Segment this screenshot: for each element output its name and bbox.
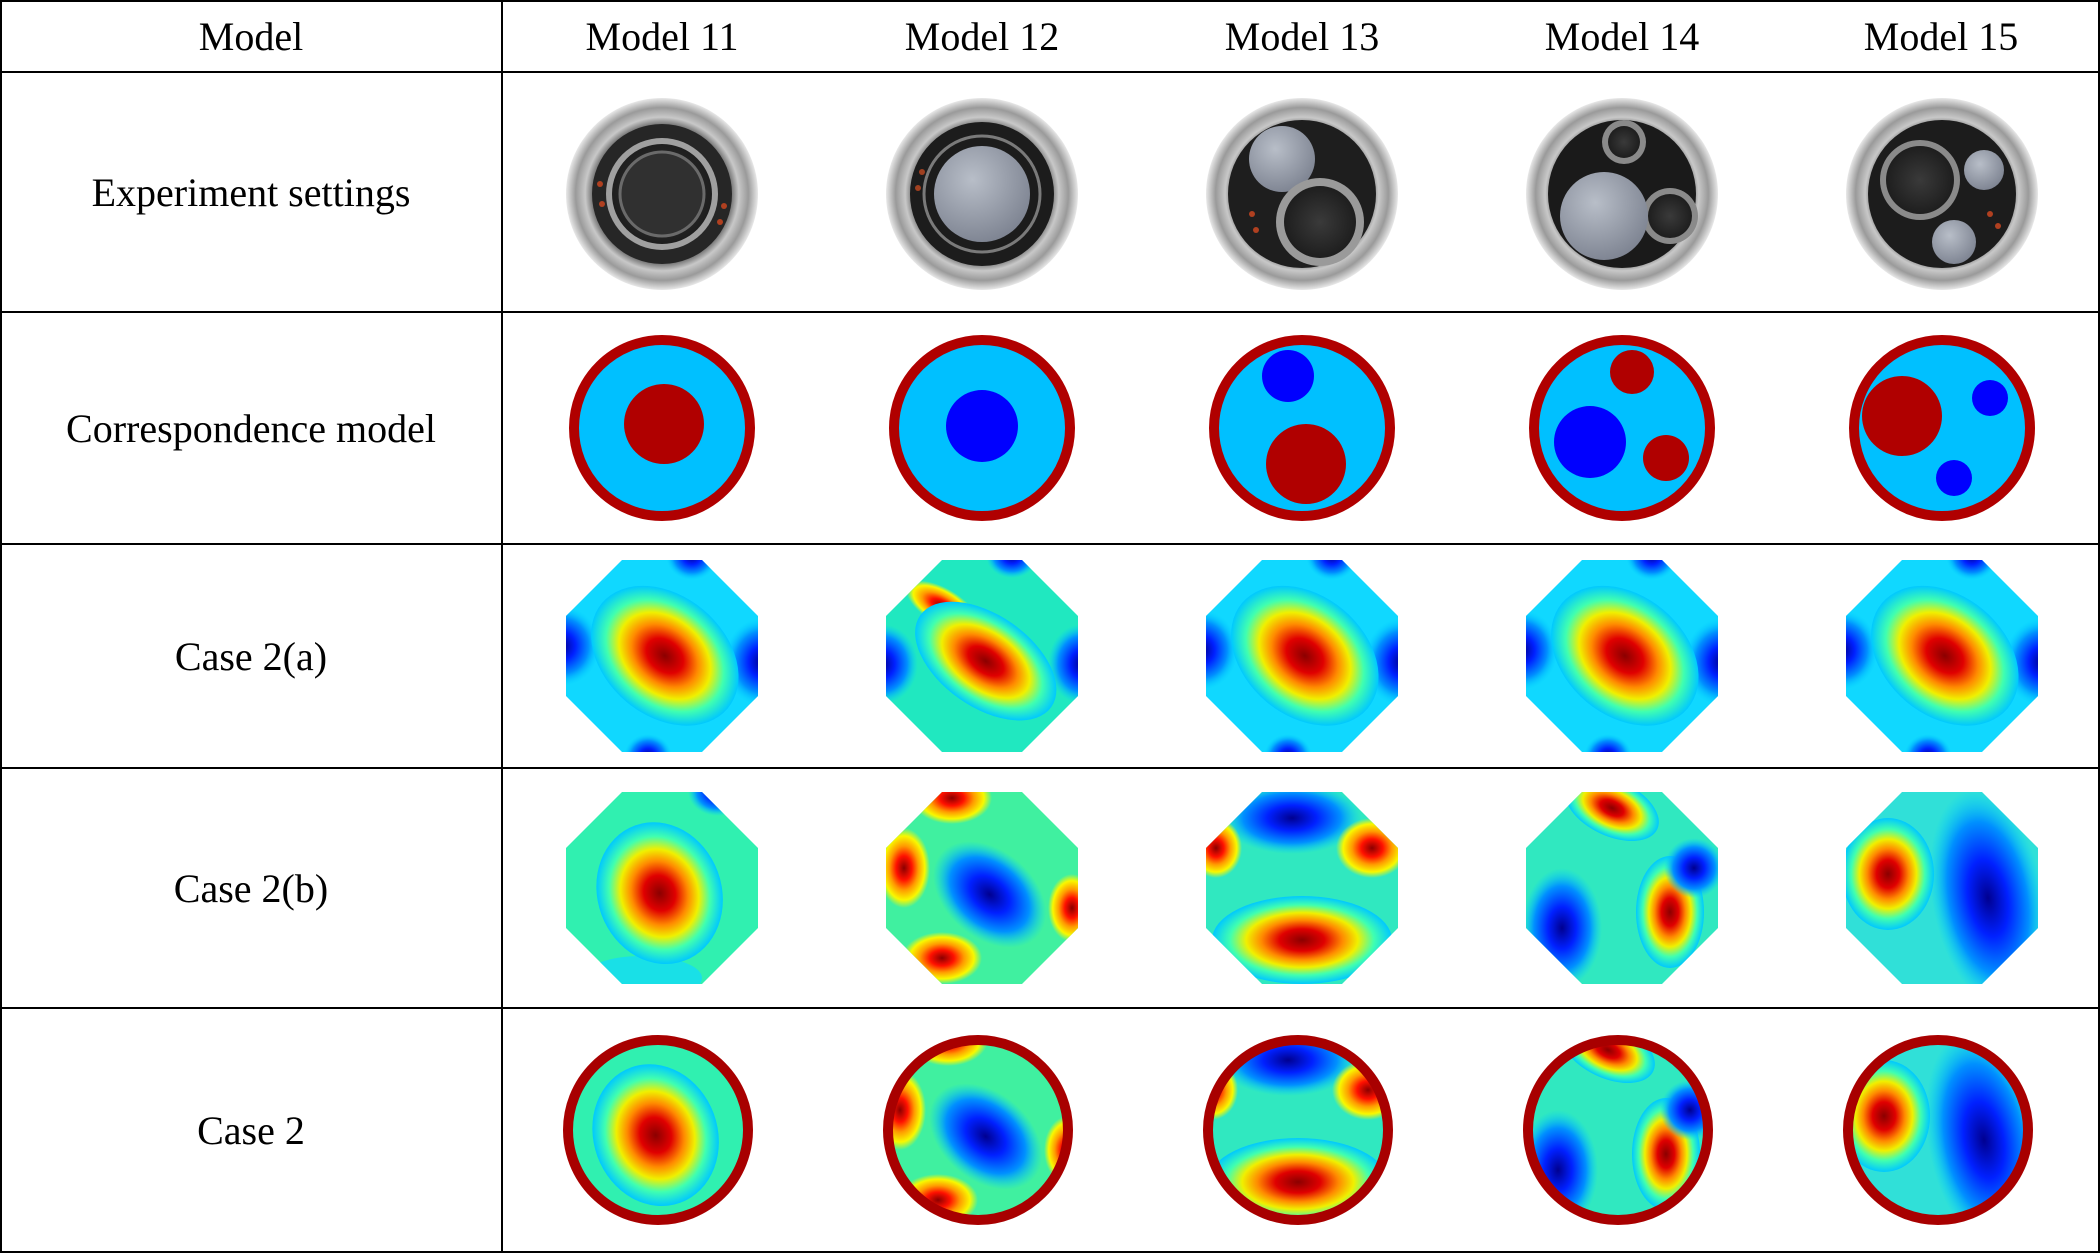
corner-header: Model [198,13,304,59]
row-divider [0,1007,2100,1009]
reconstruction-heatmap-icon [566,792,758,984]
reconstruction-heatmap-icon [886,792,1078,984]
phantom-model-icon [1849,335,2035,521]
row-label-correspondence-model: Correspondence model [66,405,436,451]
phantom-model-icon [1209,335,1395,521]
reconstruction-heatmap-icon [1846,792,2038,984]
row-divider [0,311,2100,313]
column-header-model-15: Model 15 [1863,13,2019,59]
tank-photo-icon [1206,98,1398,290]
row-divider [0,543,2100,545]
reconstruction-heatmap-icon [1846,560,2038,752]
column-divider [501,0,503,1253]
reconstruction-heatmap-icon [1206,792,1398,984]
row-divider [0,767,2100,769]
reconstruction-heatmap-icon [1203,1035,1393,1225]
column-header-model-14: Model 14 [1544,13,1700,59]
tank-photo-icon [886,98,1078,290]
row-label-case-2: Case 2 [197,1108,305,1153]
phantom-model-icon [889,335,1075,521]
reconstruction-heatmap-icon [563,1035,753,1225]
column-header-model-11: Model 11 [585,13,739,59]
phantom-model-icon [1529,335,1715,521]
table-border-bottom [0,1251,2100,1253]
table-border-top [0,0,2100,2]
reconstruction-heatmap-icon [886,560,1078,752]
table-border-right [2098,0,2100,1253]
column-header-model-12: Model 12 [904,13,1060,59]
reconstruction-heatmap-icon [883,1035,1073,1225]
reconstruction-heatmap-icon [1526,792,1718,984]
reconstruction-heatmap-icon [1843,1035,2033,1225]
table-border-left [0,0,2,1253]
row-label-case-2a: Case 2(a) [174,633,328,679]
row-label-experiment-settings: Experiment settings [91,169,411,215]
tank-photo-icon [1846,98,2038,290]
reconstruction-heatmap-icon [1526,560,1718,752]
phantom-model-icon [569,335,755,521]
column-header-model-13: Model 13 [1224,13,1380,59]
reconstruction-heatmap-icon [1206,560,1398,752]
reconstruction-heatmap-icon [1523,1035,1713,1225]
row-label-case-2b: Case 2(b) [173,865,329,911]
reconstruction-heatmap-icon [566,560,758,752]
row-divider [0,71,2100,73]
tank-photo-icon [1526,98,1718,290]
tank-photo-icon [566,98,758,290]
